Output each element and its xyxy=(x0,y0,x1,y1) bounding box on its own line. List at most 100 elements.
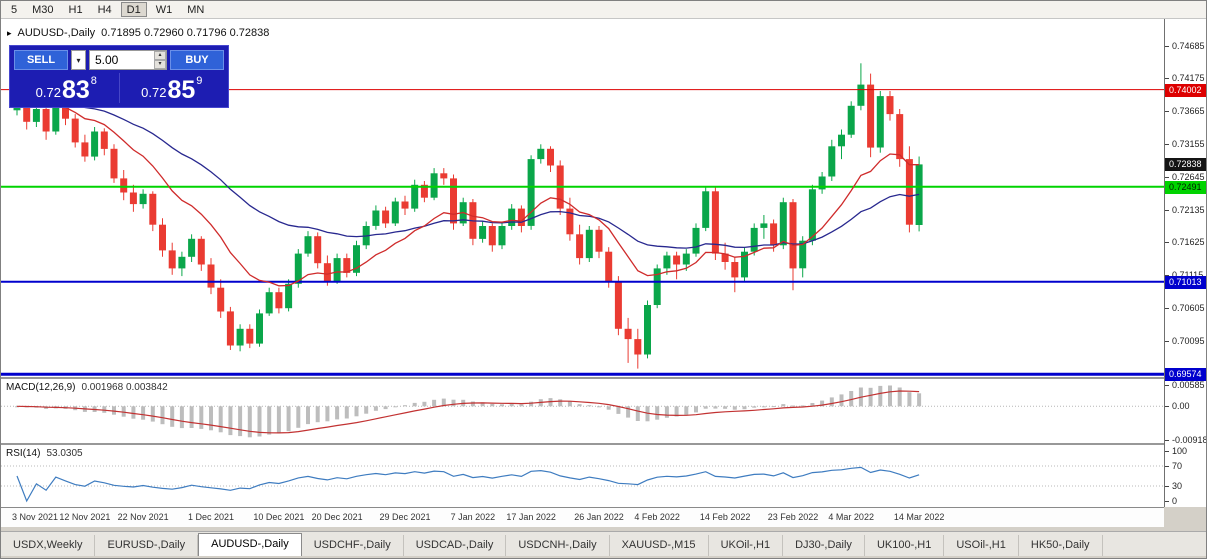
candle-body xyxy=(624,328,632,340)
date-label: 4 Mar 2022 xyxy=(828,512,874,522)
sell-button[interactable]: SELL xyxy=(14,50,68,70)
macd-histogram-bar xyxy=(752,406,757,408)
trade-panel-prices: 0.72 83 8 0.72 85 9 xyxy=(14,73,224,103)
candle-body xyxy=(265,292,273,314)
candle-body xyxy=(71,118,79,143)
chart-tab-usdx-weekly[interactable]: USDX,Weekly xyxy=(1,535,96,556)
timeframe-button-d1[interactable]: D1 xyxy=(120,2,147,17)
chart-symbol-label: AUDUSD-,Daily xyxy=(17,27,96,39)
chart-area[interactable]: ▸ AUDUSD-,Daily 0.71895 0.72960 0.71796 … xyxy=(1,19,1164,377)
candle-body xyxy=(585,229,593,259)
date-label: 12 Nov 2021 xyxy=(59,512,111,522)
sell-price-big: 83 xyxy=(61,76,90,104)
macd-histogram-bar xyxy=(674,406,679,417)
candlestick-chart[interactable] xyxy=(1,19,1164,377)
macd-histogram-bar xyxy=(597,406,601,408)
price-tick: 0.72135 xyxy=(1165,205,1206,215)
candle-body xyxy=(838,134,845,147)
rsi-scale-tick: 30 xyxy=(1165,481,1206,491)
macd-histogram-bar xyxy=(829,397,834,407)
macd-histogram-bar xyxy=(393,406,398,408)
buy-price[interactable]: 0.72 85 9 xyxy=(118,73,225,104)
candle-body xyxy=(420,184,428,198)
chart-tab-hk50-daily[interactable]: HK50-,Daily xyxy=(1018,535,1103,556)
timeframe-button-h4[interactable]: H4 xyxy=(92,2,118,17)
macd-chart xyxy=(1,385,1164,438)
candle-body xyxy=(246,328,254,344)
buy-button[interactable]: BUY xyxy=(170,50,224,70)
price-tick: 0.71115 xyxy=(1165,270,1206,280)
candle-body xyxy=(692,227,700,254)
candle-body xyxy=(537,148,545,160)
spin-up-icon[interactable]: ▴ xyxy=(154,51,166,60)
chart-symbol-icon: ▸ xyxy=(7,27,12,38)
candle-body xyxy=(159,224,166,251)
candle-body xyxy=(275,292,283,309)
macd-histogram-bar xyxy=(839,394,844,407)
candle-body xyxy=(498,226,506,246)
candle-body xyxy=(702,191,710,228)
timeframe-button-w1[interactable]: W1 xyxy=(150,2,179,17)
price-badge: 0.74002 xyxy=(1165,83,1206,97)
spin-down-icon[interactable]: ▾ xyxy=(154,60,166,69)
macd-histogram-bar xyxy=(868,387,873,407)
chart-tab-usdcnh-daily[interactable]: USDCNH-,Daily xyxy=(506,535,610,556)
volume-dropdown[interactable]: ▾ xyxy=(71,50,86,70)
date-axis: 3 Nov 2021 12 Nov 2021 22 Nov 2021 1 Dec 20… xyxy=(1,507,1164,527)
date-label: 3 Nov 2021 xyxy=(11,512,59,522)
candle-body xyxy=(411,184,419,209)
chart-tab-usdcad-daily[interactable]: USDCAD-,Daily xyxy=(403,535,507,556)
candle-body xyxy=(430,173,438,198)
sell-price[interactable]: 0.72 83 8 xyxy=(14,73,119,103)
macd-histogram-bar xyxy=(189,406,194,428)
candle-body xyxy=(634,339,642,355)
candle-body xyxy=(149,193,157,225)
macd-histogram-bar xyxy=(878,385,883,407)
candle-body xyxy=(226,311,234,346)
macd-scale-tick: -0.00918 xyxy=(1165,435,1206,445)
candle-body xyxy=(139,193,147,205)
timeframe-button-mn[interactable]: MN xyxy=(181,2,210,17)
candle-body xyxy=(343,258,351,273)
candle-body xyxy=(576,234,584,259)
macd-histogram-bar xyxy=(606,406,611,410)
candle-body xyxy=(673,255,681,265)
macd-histogram-bar xyxy=(577,404,582,407)
volume-spinner[interactable]: ▴ ▾ xyxy=(154,51,166,69)
chart-tab-dj30-daily[interactable]: DJ30-,Daily xyxy=(783,535,865,556)
chart-tab-ukoil-h1[interactable]: UKOil-,H1 xyxy=(708,535,784,556)
candle-body xyxy=(886,96,894,115)
timeframe-button-m30[interactable]: M30 xyxy=(26,2,59,17)
chart-tab-audusd-daily[interactable]: AUDUSD-,Daily xyxy=(198,533,302,556)
ma-slow-line xyxy=(16,96,920,249)
date-label: 20 Dec 2021 xyxy=(311,512,363,522)
candle-body xyxy=(323,263,331,282)
candle-body xyxy=(391,201,399,224)
macd-histogram-bar xyxy=(800,405,805,407)
buy-price-big: 85 xyxy=(167,76,196,104)
rsi-scale-tick: 100 xyxy=(1165,446,1206,456)
macd-histogram-bar xyxy=(897,387,902,407)
macd-signal-line xyxy=(16,390,920,434)
macd-histogram-bar xyxy=(791,405,795,407)
price-tick: 0.70095 xyxy=(1165,336,1206,346)
candle-body xyxy=(479,226,487,239)
candle-body xyxy=(178,256,186,269)
ma-fast-line xyxy=(16,96,920,287)
macd-histogram-bar xyxy=(451,399,456,407)
timeframe-button-5[interactable]: 5 xyxy=(5,2,23,17)
volume-field[interactable]: 5.00 ▴ ▾ xyxy=(89,50,167,70)
chart-tab-usoil-h1[interactable]: USOil-,H1 xyxy=(944,535,1019,556)
candle-body xyxy=(808,189,816,241)
macd-histogram-bar xyxy=(286,406,291,432)
candle-body xyxy=(711,191,719,254)
timeframe-button-h1[interactable]: H1 xyxy=(63,2,89,17)
chart-tab-uk100-h1[interactable]: UK100-,H1 xyxy=(864,535,945,556)
candle-body xyxy=(799,240,807,269)
chart-tab-eurusd-daily[interactable]: EURUSD-,Daily xyxy=(95,535,199,556)
macd-histogram-bar xyxy=(500,404,504,407)
chart-tab-xauusd-m15[interactable]: XAUUSD-,M15 xyxy=(609,535,709,556)
candle-body xyxy=(547,148,554,166)
chart-tab-usdchf-daily[interactable]: USDCHF-,Daily xyxy=(301,535,404,556)
